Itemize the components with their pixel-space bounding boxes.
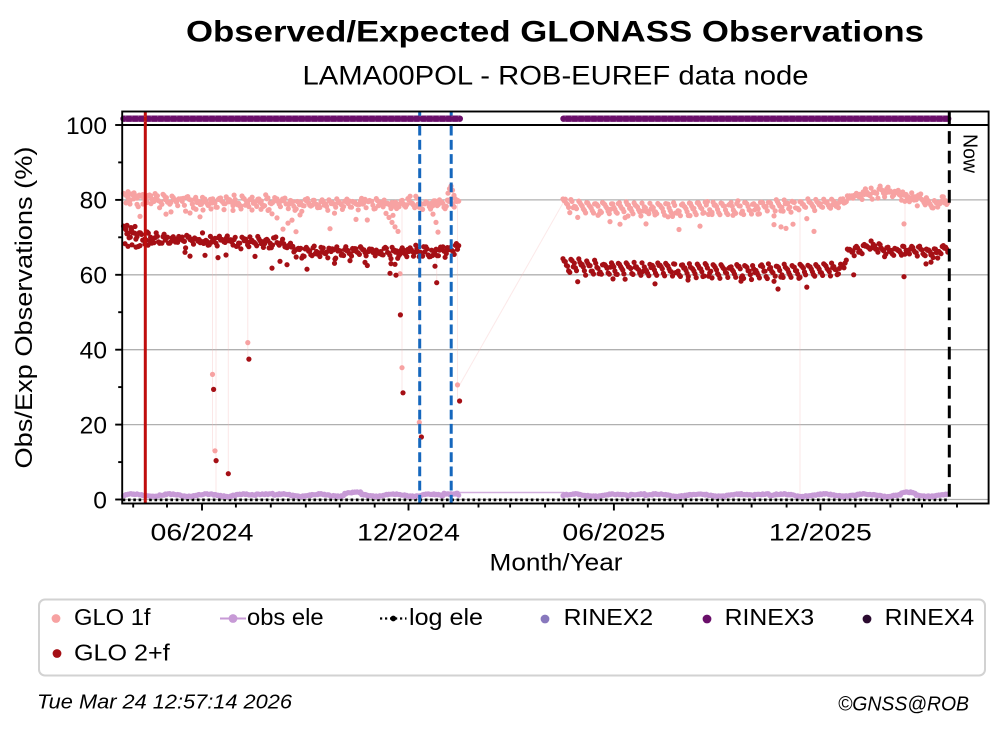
svg-text:06/2024: 06/2024 <box>151 520 254 547</box>
svg-text:©GNSS@ROB: ©GNSS@ROB <box>838 693 969 716</box>
svg-text:12/2024: 12/2024 <box>357 520 460 547</box>
svg-text:60: 60 <box>80 263 107 290</box>
svg-text:40: 40 <box>80 338 107 365</box>
svg-text:80: 80 <box>80 188 107 215</box>
svg-text:Tue Mar 24 12:57:14 2026: Tue Mar 24 12:57:14 2026 <box>37 691 293 714</box>
svg-text:GLO 2+f: GLO 2+f <box>74 640 170 666</box>
svg-text:Obs/Exp Observations (%): Obs/Exp Observations (%) <box>11 147 38 469</box>
svg-text:RINEX2: RINEX2 <box>564 604 653 630</box>
svg-text:0: 0 <box>93 487 107 514</box>
svg-text:100: 100 <box>66 113 107 140</box>
svg-text:GLO 1f: GLO 1f <box>74 604 151 630</box>
svg-text:Month/Year: Month/Year <box>490 550 623 577</box>
svg-text:20: 20 <box>80 412 107 439</box>
svg-text:RINEX3: RINEX3 <box>725 604 814 630</box>
svg-text:Now: Now <box>959 134 981 174</box>
svg-text:LAMA00POL - ROB-EUREF data nod: LAMA00POL - ROB-EUREF data node <box>303 61 809 91</box>
svg-text:log ele: log ele <box>409 604 483 630</box>
svg-text:06/2025: 06/2025 <box>562 520 665 547</box>
svg-text:RINEX4: RINEX4 <box>885 604 974 630</box>
svg-text:12/2025: 12/2025 <box>769 520 872 547</box>
svg-text:obs ele: obs ele <box>247 604 324 630</box>
svg-text:Observed/Expected GLONASS Obse: Observed/Expected GLONASS Observations <box>186 16 924 49</box>
